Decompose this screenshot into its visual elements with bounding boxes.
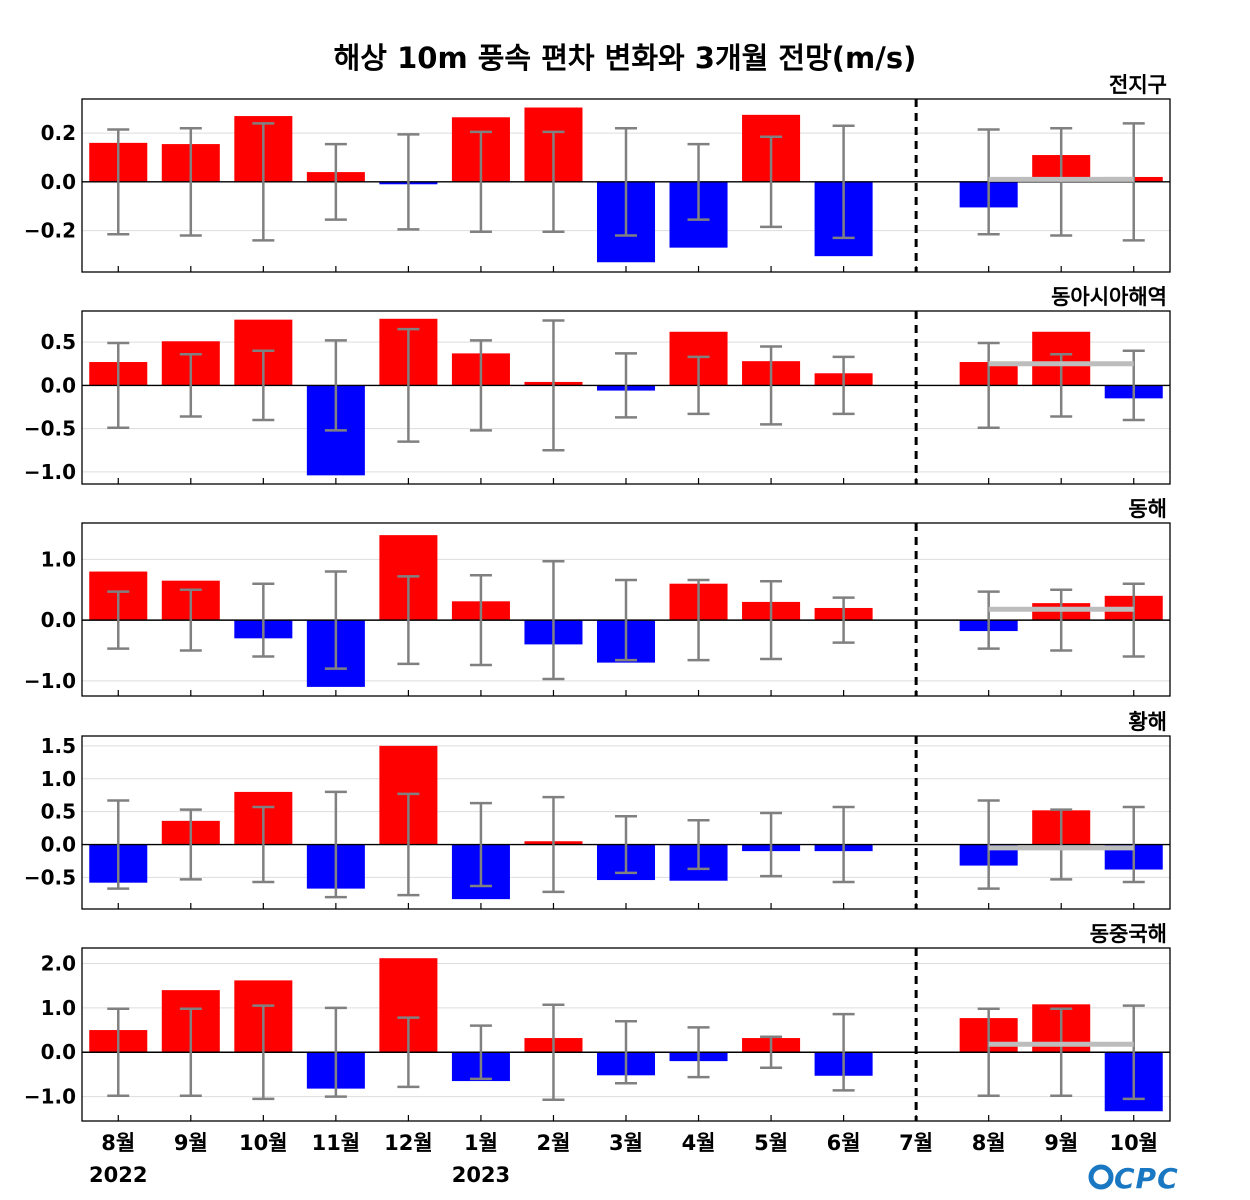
month-label: 10월 xyxy=(239,1131,288,1155)
y-tick-label: 1.0 xyxy=(41,767,76,791)
panel-2: 0.5 0.0 −0.5 −1.0 동아시아해역 xyxy=(24,285,1171,485)
y-tick-label: 1.0 xyxy=(41,547,76,571)
panel-1: 0.2 0.0 −0.2 전지구 xyxy=(24,73,1171,273)
region-label: 동해 xyxy=(1128,497,1167,521)
y-tick-label: 1.5 xyxy=(41,734,76,758)
chart-panels: 0.2 0.0 −0.2 전지구 0.5 0.0 −0.5 −1.0 동아시아해역 1.0 0.0 −… xyxy=(24,73,1171,1122)
cpc-logo-mark xyxy=(1088,1164,1114,1190)
month-label: 4월 xyxy=(682,1131,716,1155)
region-label: 동중국해 xyxy=(1090,922,1167,946)
month-label: 10월 xyxy=(1109,1131,1158,1155)
x-axis-labels: 8월 9월 10월 11월 12월 1월 2월 3월 4월 5월 6월 7월 8월 9월 10월 2022 20… xyxy=(89,1131,1158,1187)
y-tick-label: 0.0 xyxy=(41,833,76,857)
year-label: 2023 xyxy=(452,1163,510,1187)
y-tick-label: 0.0 xyxy=(41,170,76,194)
region-label: 동아시아해역 xyxy=(1051,285,1167,309)
region-label: 황해 xyxy=(1128,710,1167,734)
month-label: 12월 xyxy=(384,1131,433,1155)
y-tick-label: −0.2 xyxy=(24,219,76,243)
panel-5: 2.0 1.0 0.0 −1.0 동중국해 xyxy=(24,922,1171,1122)
y-tick-label: −1.0 xyxy=(24,1085,76,1109)
panel-4: 1.5 1.0 0.5 0.0 −0.5 황해 xyxy=(24,710,1171,910)
month-label: 6월 xyxy=(827,1131,861,1155)
month-label: 9월 xyxy=(174,1131,208,1155)
y-tick-label: 0.0 xyxy=(41,1040,76,1064)
month-label: 3월 xyxy=(609,1131,643,1155)
month-label: 8월 xyxy=(101,1131,135,1155)
y-tick-label: −1.0 xyxy=(24,460,76,484)
region-label: 전지구 xyxy=(1109,73,1167,97)
month-label: 5월 xyxy=(754,1131,788,1155)
y-tick-label: 2.0 xyxy=(41,952,76,976)
y-tick-label: 0.2 xyxy=(41,121,76,145)
cpc-logo: CPC xyxy=(1088,1162,1179,1195)
y-tick-label: 0.0 xyxy=(41,608,76,632)
month-label: 7월 xyxy=(899,1131,933,1155)
y-tick-label: 0.5 xyxy=(41,330,76,354)
y-tick-label: 1.0 xyxy=(41,996,76,1020)
y-tick-label: −1.0 xyxy=(24,669,76,693)
panel-3: 1.0 0.0 −1.0 동해 xyxy=(24,497,1171,697)
month-label: 1월 xyxy=(464,1131,498,1155)
chart-title: 해상 10m 풍속 편차 변화와 3개월 전망(m/s) xyxy=(334,41,917,75)
y-tick-label: 0.5 xyxy=(41,800,76,824)
month-label: 11월 xyxy=(312,1131,361,1155)
cpc-logo-text: CPC xyxy=(1114,1162,1179,1195)
y-tick-label: −0.5 xyxy=(24,865,76,889)
y-tick-label: 0.0 xyxy=(41,373,76,397)
y-tick-label: −0.5 xyxy=(24,417,76,441)
year-label: 2022 xyxy=(89,1163,147,1187)
month-label: 2월 xyxy=(536,1131,570,1155)
month-label: 8월 xyxy=(972,1131,1006,1155)
month-label: 9월 xyxy=(1044,1131,1078,1155)
